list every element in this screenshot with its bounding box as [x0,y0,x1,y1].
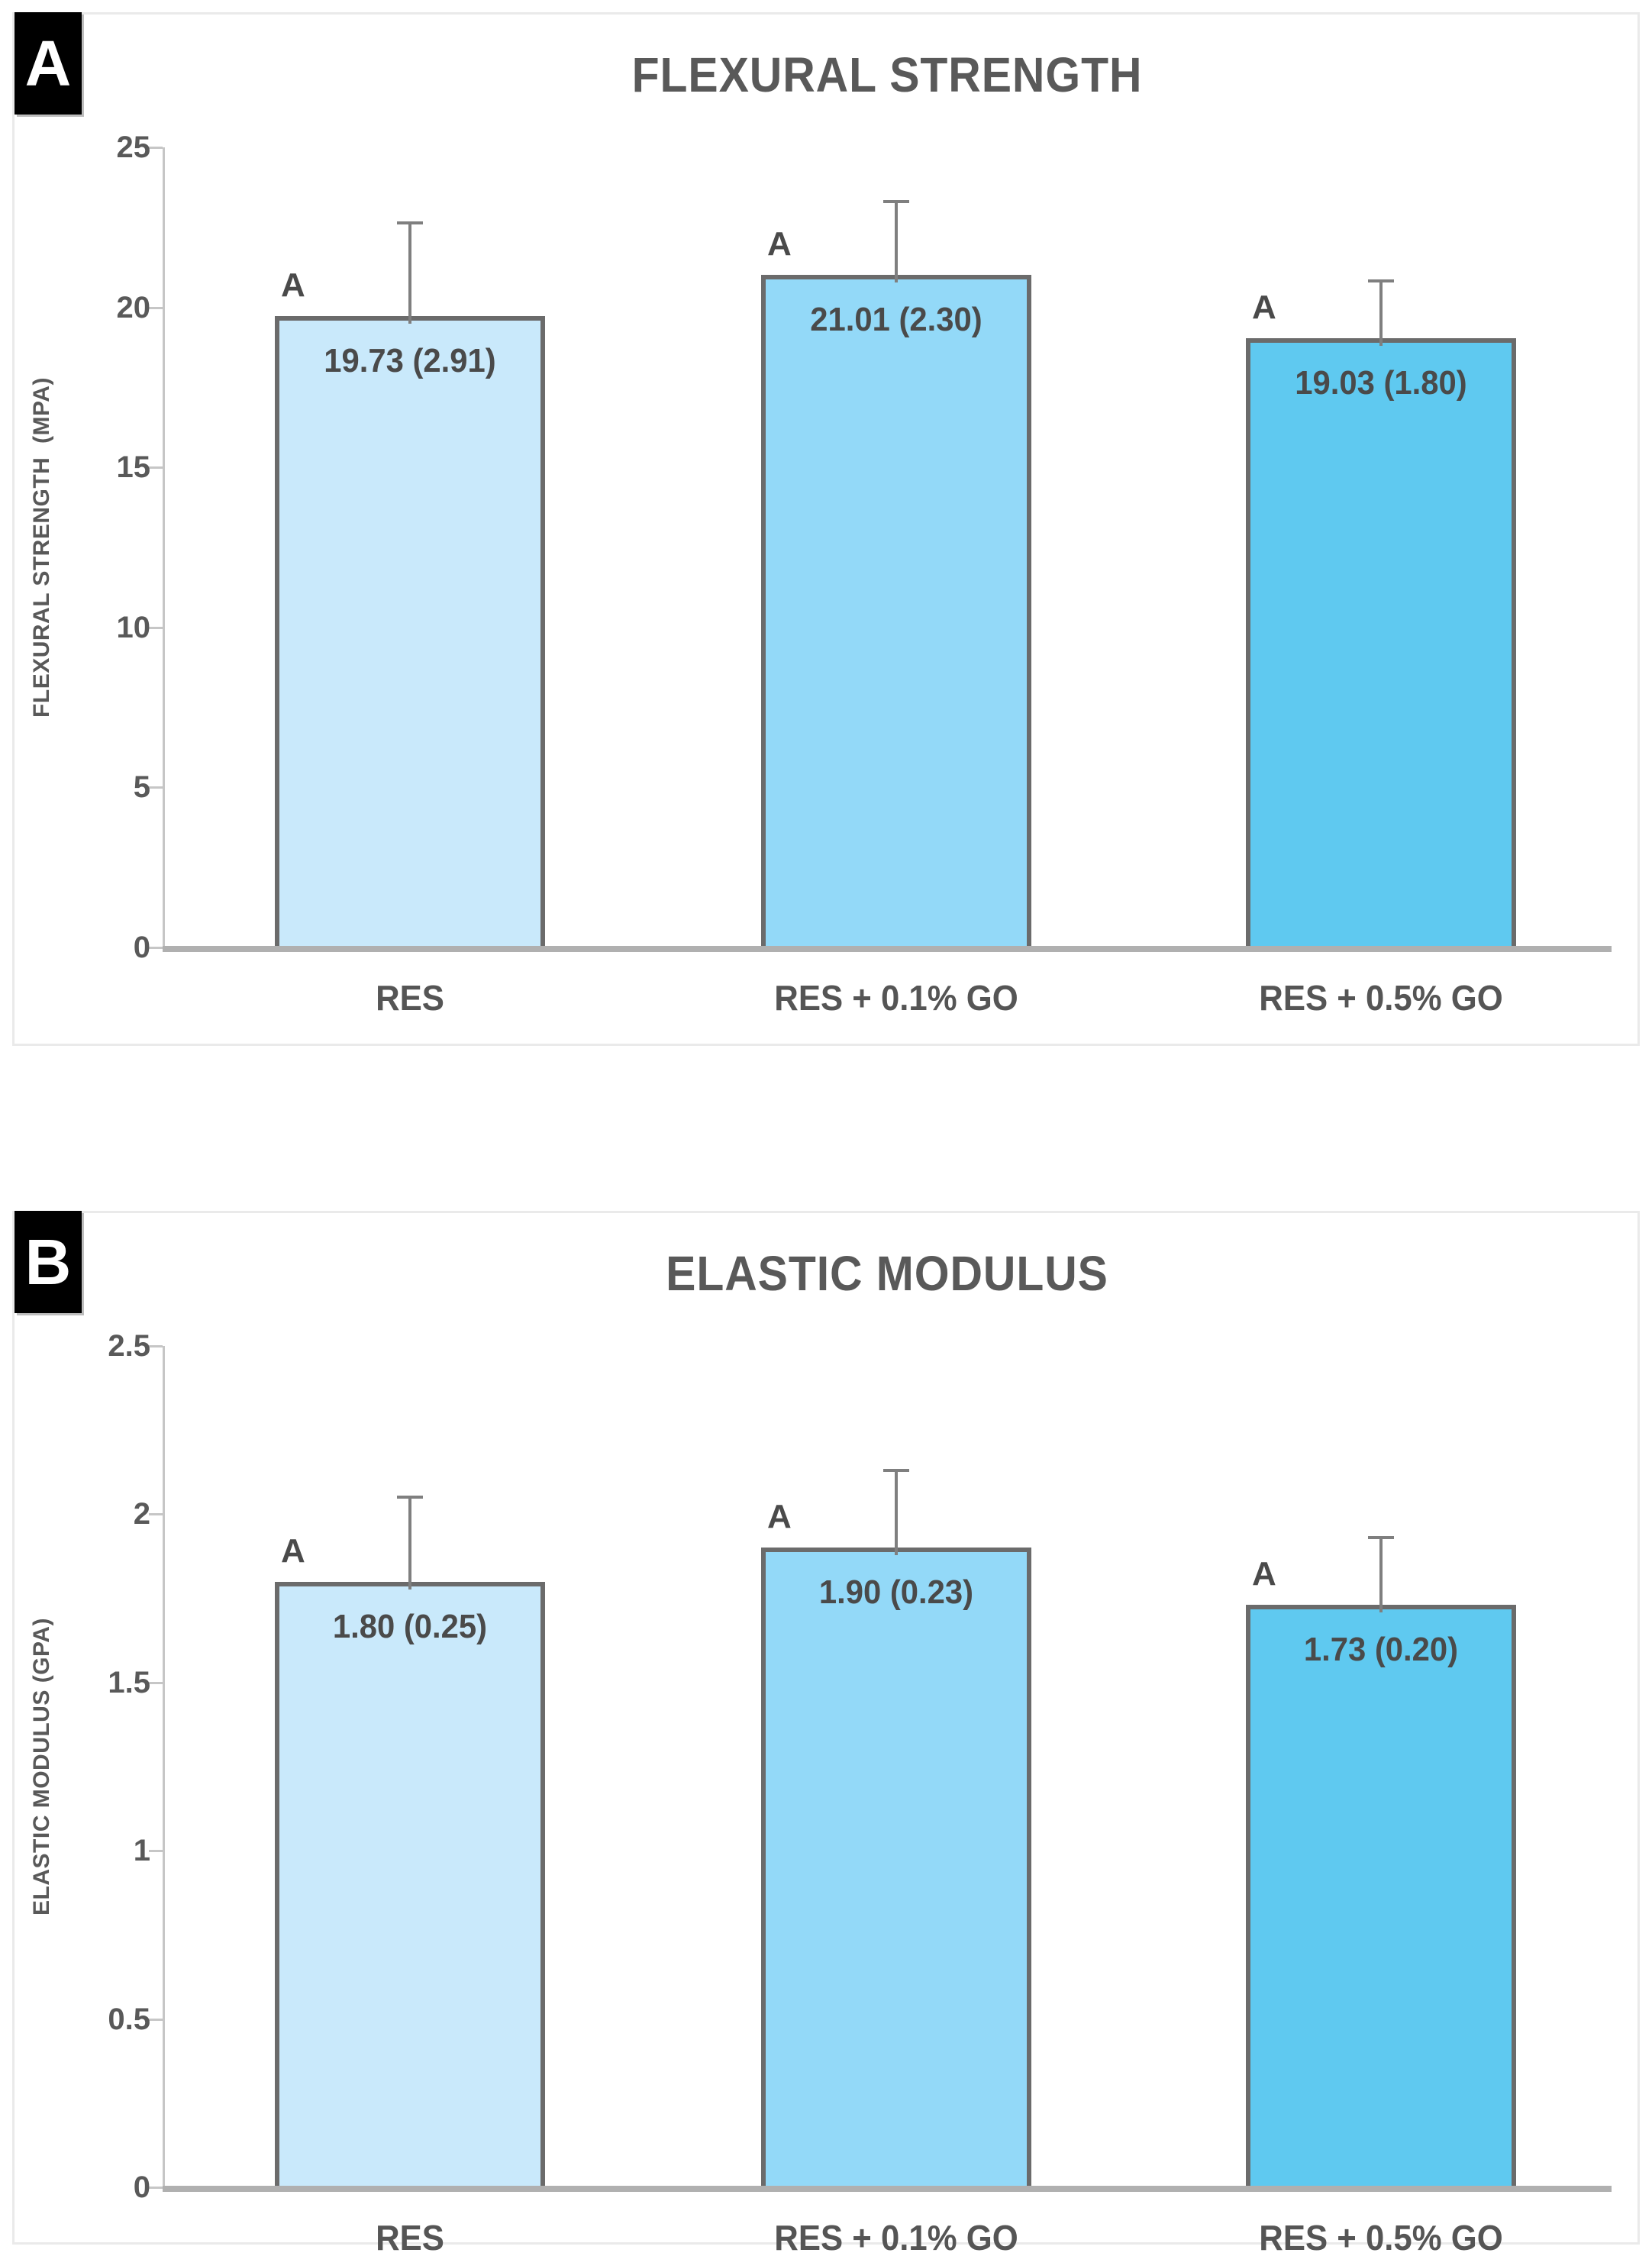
error-bar-cap [1368,1536,1394,1540]
error-bar-line [1379,1538,1383,1613]
bar-value-label: 1.80 (0.25) [332,1607,488,1645]
bar [275,1581,545,2190]
y-tick-label: 15 [116,450,151,485]
y-tick-mark [149,466,163,470]
y-tick-label: 0 [133,931,150,964]
bar [1246,1605,1516,2190]
bar-value-label: 19.03 (1.80) [1295,364,1467,402]
panel-letter: A [24,27,72,99]
y-tick-mark [149,2018,163,2021]
significance-letter: A [767,225,792,263]
y-tick-label: 25 [116,131,151,164]
chart-title: ELASTIC MODULUS [666,1246,1108,1301]
error-bar-cap [397,221,423,224]
error-bar-line [895,1470,898,1556]
y-tick-label: 2.5 [108,1329,150,1363]
bar [275,315,545,950]
bar-value-label: 1.73 (0.20) [1303,1631,1459,1669]
y-tick-label: 10 [116,610,151,644]
panel-elastic-modulus: B ELASTIC MODULUS ELASTIC MODULUS (GPA) … [12,1211,1640,2256]
y-tick-label: 1 [133,1834,150,1868]
bar-value-label: 21.01 (2.30) [810,301,982,339]
y-tick-label: 5 [133,770,150,805]
error-bar-cap [1368,279,1394,282]
x-category-label: RES [376,2218,444,2256]
bar-value-label: 19.73 (2.91) [324,341,496,379]
y-tick-label: 20 [116,290,151,324]
significance-letter: A [281,1531,305,1570]
significance-letter: A [1252,289,1276,327]
bar [1246,338,1516,950]
y-tick-mark [149,1681,163,1684]
x-axis-line [163,2186,1612,2192]
error-bar-cap [883,1469,909,1473]
panel-flexural-strength: A FLEXURAL STRENGTH FLEXURAL STRENGTH (M… [12,12,1640,1046]
y-tick-label: 1.5 [108,1665,150,1699]
y-tick-label: 0.5 [108,2002,150,2036]
error-bar-line [408,1497,411,1590]
x-category-label: RES + 0.1% GO [774,978,1018,1018]
y-tick-mark [149,1345,163,1347]
panel-letter-badge: B [15,1211,82,1313]
significance-letter: A [1252,1555,1276,1593]
error-bar-line [895,201,898,283]
y-tick-mark [149,1513,163,1516]
y-tick-mark [149,786,163,789]
x-category-label: RES + 0.5% GO [1259,2218,1503,2256]
y-tick-label: 2 [133,1497,150,1531]
chart-title: FLEXURAL STRENGTH [631,47,1143,102]
error-bar-cap [883,199,909,203]
y-axis-line [163,147,165,947]
y-tick-label: 0 [133,2170,150,2204]
y-axis-line [163,1346,165,2187]
y-tick-mark [149,1850,163,1853]
y-tick-mark [149,947,163,949]
panel-letter-badge: A [15,12,82,115]
error-bar-line [1379,280,1383,347]
error-bar-cap [397,1496,423,1499]
x-category-label: RES [376,978,444,1018]
panel-letter: B [24,1225,72,1298]
y-axis-title: FLEXURAL STRENGTH (MPA) [29,377,54,718]
x-axis-line [163,946,1612,952]
y-tick-mark [149,2187,163,2189]
bar [761,1548,1031,2190]
y-tick-mark [149,626,163,629]
bar-value-label: 1.90 (0.23) [818,1573,974,1612]
significance-letter: A [281,266,305,304]
x-category-label: RES + 0.5% GO [1259,978,1503,1018]
x-category-label: RES + 0.1% GO [774,2218,1018,2256]
y-tick-mark [149,147,163,149]
significance-letter: A [767,1498,792,1536]
bar [761,275,1031,950]
y-axis-title: ELASTIC MODULUS (GPA) [29,1618,54,1916]
error-bar-line [408,222,411,324]
y-tick-mark [149,306,163,309]
